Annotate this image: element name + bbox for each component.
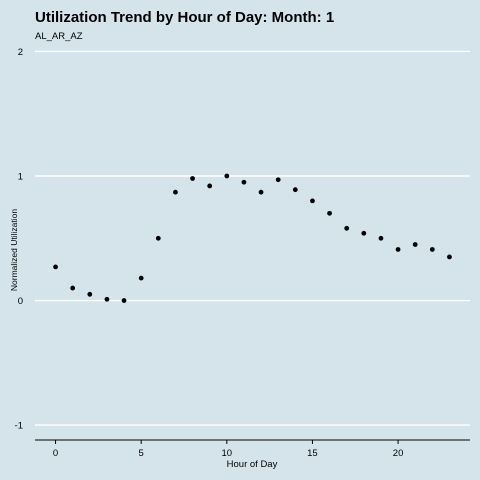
data-point — [87, 291, 93, 297]
x-tick-label: 20 — [393, 448, 404, 459]
data-point — [190, 176, 195, 181]
y-tick-label: 2 — [18, 47, 23, 58]
data-point — [224, 173, 230, 179]
x-axis-label: Hour of Day — [227, 459, 278, 470]
x-tick-label: 10 — [222, 448, 233, 459]
y-tick-label: -1 — [15, 421, 23, 432]
data-point — [173, 189, 178, 195]
grid-layer — [35, 50, 470, 426]
x-tick-label: 15 — [307, 448, 318, 459]
data-point — [258, 189, 264, 195]
x-tick-label: 5 — [139, 448, 144, 459]
data-point — [207, 183, 213, 189]
chart-title: Utilization Trend by Hour of Day: Month:… — [35, 9, 335, 26]
data-point — [53, 264, 58, 270]
point-layer — [53, 173, 452, 303]
data-point — [241, 179, 247, 185]
data-point — [310, 198, 315, 204]
data-point — [412, 242, 418, 247]
x-tick-label: 0 — [53, 448, 58, 459]
data-point — [361, 230, 367, 236]
data-point — [429, 247, 435, 252]
y-axis-label: Normalized Utilization — [9, 209, 19, 291]
y-tick-label: 1 — [18, 172, 23, 183]
data-point — [70, 285, 76, 291]
data-point — [292, 187, 298, 193]
data-point — [275, 177, 281, 183]
data-point — [104, 296, 110, 302]
data-point — [395, 247, 401, 252]
data-point — [121, 298, 127, 303]
data-point — [327, 210, 332, 216]
data-point — [378, 235, 384, 241]
data-point — [447, 254, 452, 260]
data-point — [344, 225, 350, 231]
chart-subtitle: AL_AR_AZ — [35, 31, 83, 42]
data-point — [138, 275, 144, 281]
data-point — [155, 235, 161, 241]
y-tick-label: 0 — [18, 296, 23, 307]
